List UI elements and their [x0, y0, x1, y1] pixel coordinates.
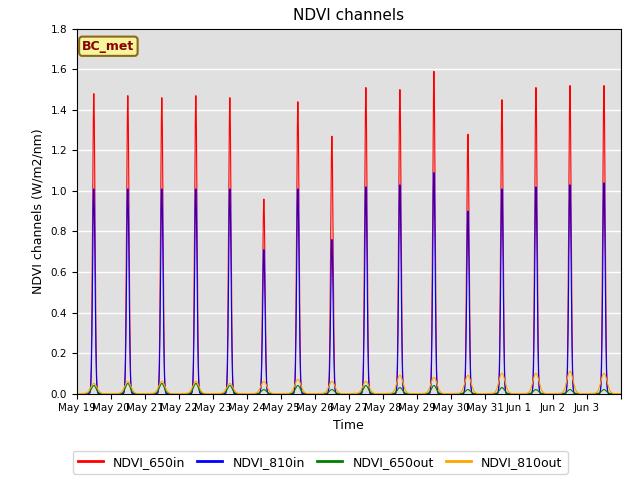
- X-axis label: Time: Time: [333, 419, 364, 432]
- NDVI_650out: [501, 388, 509, 394]
- NDVI_650out: [534, 388, 541, 394]
- NDVI_810out: [73, 391, 81, 396]
- Y-axis label: NDVI channels (W/m2/nm): NDVI channels (W/m2/nm): [32, 128, 45, 294]
- NDVI_810out: [419, 391, 426, 396]
- NDVI_810in: [430, 170, 438, 176]
- Line: NDVI_650out: NDVI_650out: [77, 384, 621, 394]
- NDVI_810out: [184, 390, 192, 396]
- NDVI_650in: [467, 372, 474, 377]
- NDVI_810in: [73, 391, 81, 396]
- NDVI_650out: [419, 391, 426, 396]
- NDVI_650in: [430, 69, 438, 74]
- NDVI_810out: [467, 377, 474, 383]
- NDVI_810in: [419, 391, 426, 396]
- NDVI_650out: [549, 391, 557, 396]
- NDVI_650in: [419, 391, 426, 396]
- NDVI_650in: [502, 386, 509, 392]
- NDVI_810in: [617, 391, 625, 396]
- NDVI_810out: [534, 373, 541, 379]
- NDVI_650out: [611, 391, 619, 396]
- Text: BC_met: BC_met: [82, 40, 134, 53]
- NDVI_810in: [611, 391, 619, 396]
- NDVI_810out: [501, 378, 509, 384]
- NDVI_650out: [184, 391, 192, 396]
- Line: NDVI_810out: NDVI_810out: [77, 372, 621, 394]
- NDVI_650in: [73, 391, 81, 396]
- NDVI_810out: [611, 391, 619, 396]
- Title: NDVI channels: NDVI channels: [293, 9, 404, 24]
- NDVI_810in: [534, 331, 541, 336]
- Line: NDVI_650in: NDVI_650in: [77, 72, 621, 394]
- NDVI_650in: [534, 320, 542, 326]
- NDVI_650in: [611, 391, 619, 396]
- NDVI_650out: [617, 391, 625, 396]
- NDVI_650in: [617, 391, 625, 396]
- NDVI_650in: [184, 391, 192, 396]
- Line: NDVI_810in: NDVI_810in: [77, 173, 621, 394]
- NDVI_650out: [124, 381, 132, 386]
- NDVI_650out: [467, 388, 474, 394]
- NDVI_650in: [277, 391, 285, 396]
- NDVI_810in: [184, 391, 192, 396]
- NDVI_810in: [467, 372, 474, 378]
- Legend: NDVI_650in, NDVI_810in, NDVI_650out, NDVI_810out: NDVI_650in, NDVI_810in, NDVI_650out, NDV…: [72, 451, 568, 474]
- NDVI_810in: [501, 385, 509, 391]
- NDVI_810out: [617, 391, 625, 396]
- NDVI_650out: [73, 391, 81, 396]
- NDVI_810out: [566, 369, 574, 374]
